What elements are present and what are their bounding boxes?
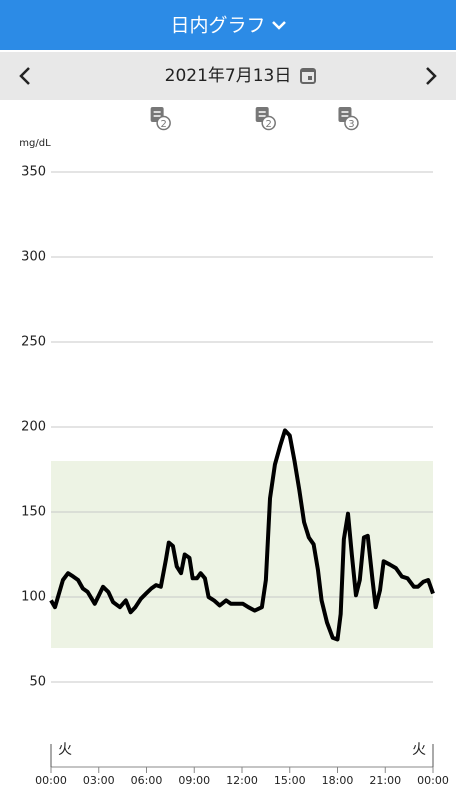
page-title[interactable]: 日内グラフ: [170, 15, 265, 37]
day-label: 火: [58, 742, 72, 758]
date-bar: [0, 52, 456, 100]
next-button[interactable]: [426, 67, 437, 85]
y-tick-label: 100: [21, 590, 46, 605]
dropdown-icon[interactable]: [272, 21, 286, 30]
y-tick-label: 300: [21, 250, 46, 265]
x-tick-label: 09:00: [178, 774, 210, 787]
note-lines: [341, 111, 349, 117]
day-label: 火: [412, 742, 426, 758]
x-tick-label: 00:00: [417, 774, 449, 787]
target-range: [51, 461, 433, 648]
x-tick-label: 18:00: [322, 774, 354, 787]
y-tick-label: 250: [21, 335, 46, 350]
note-lines: [153, 111, 161, 117]
note-badge: [156, 115, 171, 131]
note-icon[interactable]: 3: [338, 107, 359, 131]
note-icon[interactable]: 2: [150, 107, 171, 131]
x-tick-label: 15:00: [274, 774, 306, 787]
note-icon[interactable]: 2: [255, 107, 276, 131]
y-axis-unit: mg/dL: [19, 138, 51, 149]
top-bar: [0, 0, 456, 50]
prev-button[interactable]: [19, 67, 30, 85]
y-tick-label: 150: [21, 505, 46, 520]
date-label: 2021年7月13日: [165, 66, 292, 86]
y-tick-label: 350: [21, 165, 46, 180]
note-badge: [344, 115, 359, 131]
note-count: 2: [160, 119, 166, 130]
note-count: 2: [266, 119, 272, 130]
y-tick-label: 200: [21, 420, 46, 435]
glucose-line: [49, 428, 435, 642]
calendar-button[interactable]: [300, 68, 316, 84]
x-tick-label: 21:00: [369, 774, 401, 787]
x-tick-label: 12:00: [226, 774, 258, 787]
note-badge: [261, 115, 276, 131]
note-count: 3: [348, 119, 354, 130]
note-lines: [258, 111, 266, 117]
x-tick-label: 06:00: [131, 774, 163, 787]
x-tick-label: 00:00: [35, 774, 67, 787]
y-tick-label: 50: [29, 675, 46, 690]
x-tick-label: 03:00: [83, 774, 115, 787]
